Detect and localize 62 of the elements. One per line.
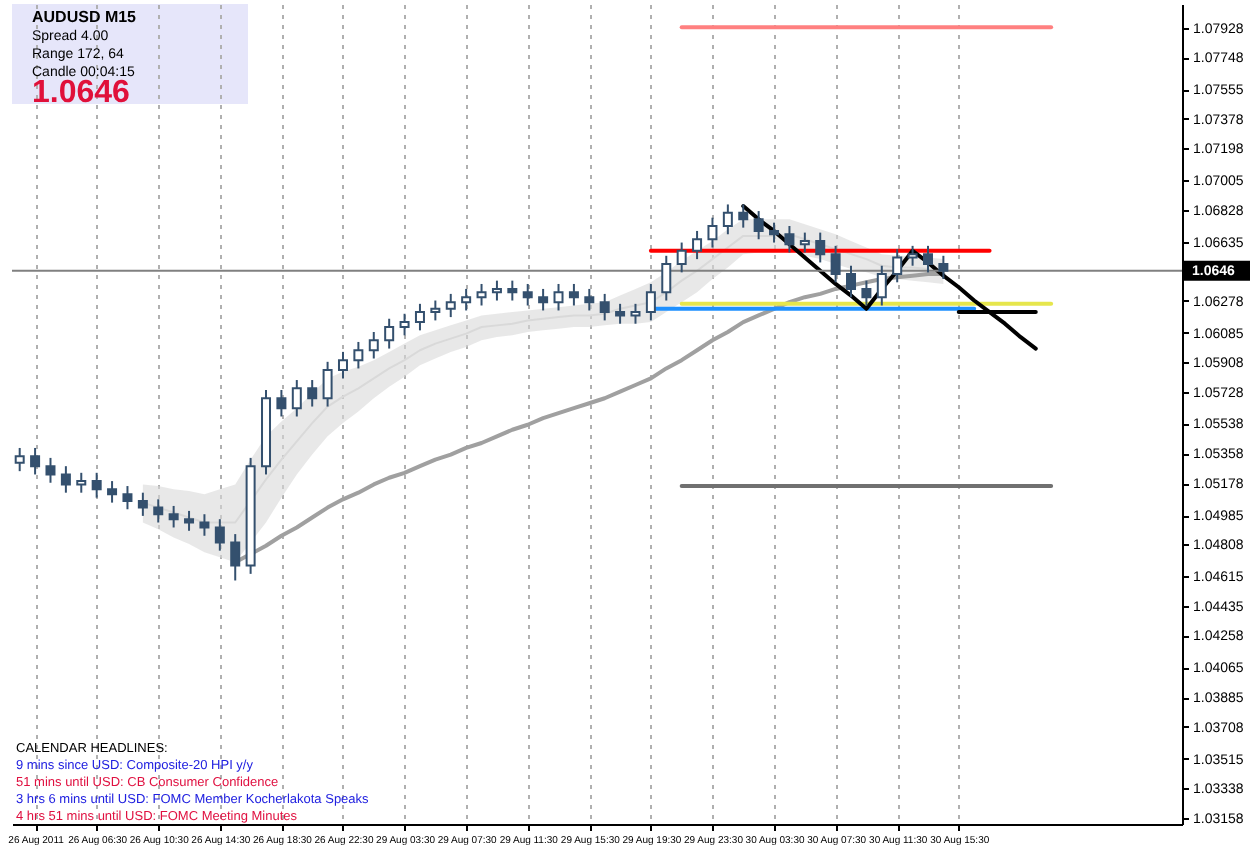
candlestick <box>707 216 718 249</box>
candlestick <box>430 299 441 322</box>
candlestick <box>153 498 164 524</box>
candlestick <box>214 518 225 552</box>
candlestick <box>414 302 425 332</box>
candlestick <box>337 350 348 380</box>
candlestick <box>630 302 641 325</box>
annotation: 1.0646 <box>32 76 131 110</box>
candlestick <box>461 287 472 312</box>
candlestick <box>491 279 502 302</box>
candlestick <box>769 221 780 244</box>
candlestick <box>30 446 41 476</box>
candlestick <box>892 248 903 284</box>
candlestick <box>738 203 749 229</box>
candlestick <box>291 379 302 418</box>
candlestick <box>445 292 456 319</box>
candlestick <box>507 279 518 302</box>
candlestick <box>907 244 918 267</box>
candlestick <box>876 264 887 307</box>
candlestick <box>615 302 626 325</box>
candlestick <box>830 244 841 284</box>
line-series <box>741 204 1038 351</box>
candlestick <box>199 513 210 537</box>
candlestick <box>76 471 87 494</box>
candlestick <box>353 340 364 370</box>
candlestick <box>922 244 933 274</box>
candlestick <box>938 254 949 280</box>
candlestick <box>722 203 733 236</box>
candlestick <box>661 254 672 302</box>
candlestick <box>107 480 118 504</box>
candlestick <box>91 471 102 499</box>
candlestick <box>753 210 764 241</box>
candlestick <box>60 465 71 494</box>
candlestick <box>568 282 579 307</box>
candlestick <box>584 287 595 312</box>
candlestick <box>599 292 610 322</box>
annotation: AUDUSD M15 <box>32 8 138 26</box>
candlestick <box>676 241 687 274</box>
candlestick <box>45 456 56 484</box>
candlestick <box>784 224 795 254</box>
candlestick <box>230 533 241 582</box>
candlestick <box>122 485 133 511</box>
candlestick <box>322 360 333 408</box>
candlestick <box>799 231 810 254</box>
candlestick <box>553 282 564 312</box>
candlestick <box>168 504 179 529</box>
candlestick <box>815 231 826 264</box>
candlestick <box>645 282 656 322</box>
candlestick <box>692 229 703 261</box>
candlestick <box>522 282 533 307</box>
candlestick <box>476 282 487 307</box>
candlestick <box>137 491 148 517</box>
candlestick <box>368 331 379 360</box>
candlestick <box>276 388 287 418</box>
candlestick <box>384 317 395 350</box>
candlestick <box>538 287 549 312</box>
candlestick <box>14 446 25 473</box>
candlestick <box>861 279 872 307</box>
candlestick <box>846 264 857 299</box>
candlestick <box>399 312 410 337</box>
candlestick <box>184 509 195 532</box>
candlestick <box>307 379 318 408</box>
